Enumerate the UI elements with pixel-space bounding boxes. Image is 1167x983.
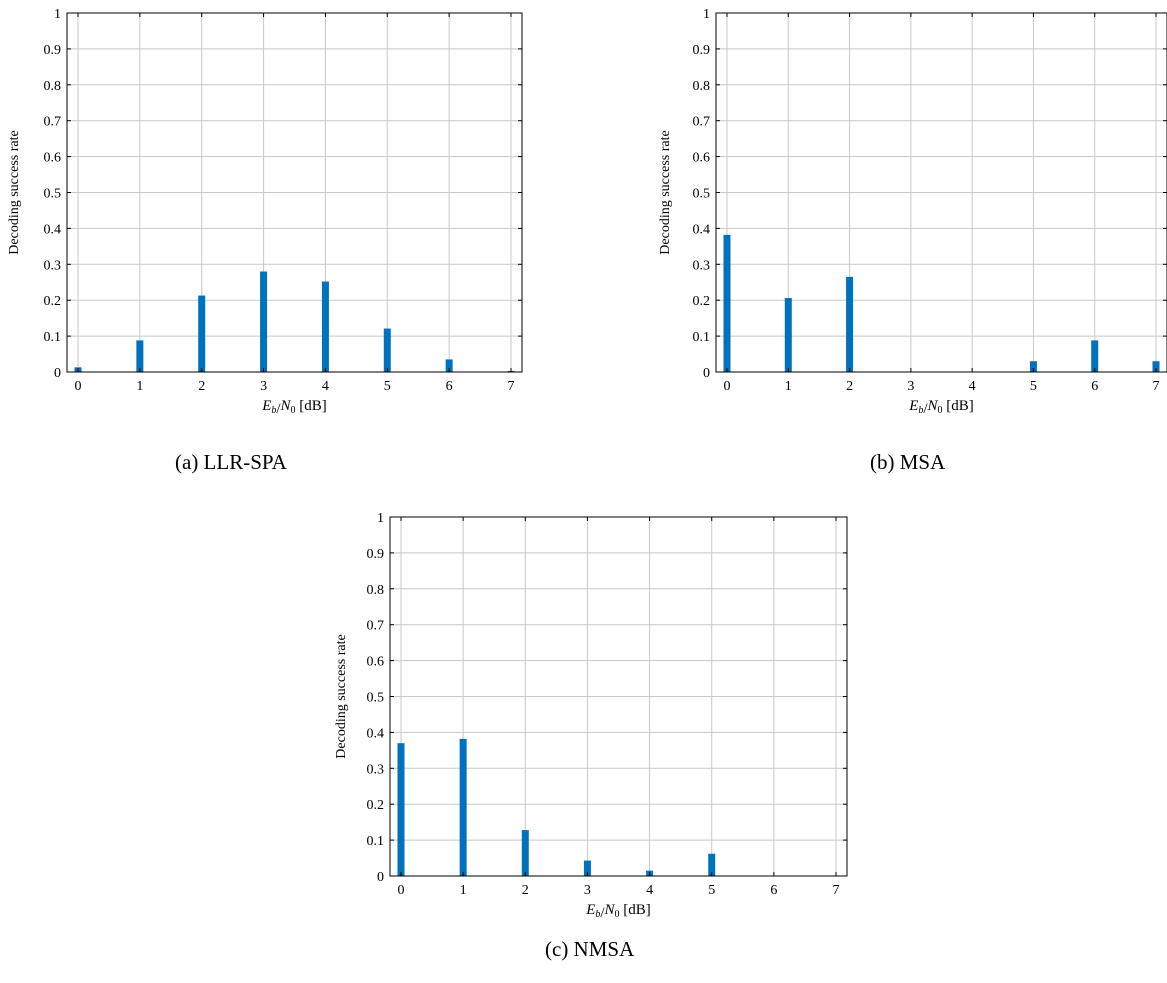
x-tick-label: 6 bbox=[770, 883, 777, 898]
y-tick-label: 0.1 bbox=[367, 834, 385, 849]
bar bbox=[583, 860, 591, 876]
bar bbox=[321, 281, 329, 372]
x-tick-label: 0 bbox=[398, 883, 405, 898]
x-tick-label: 2 bbox=[846, 379, 853, 394]
bar bbox=[260, 271, 268, 372]
x-tick-label: 1 bbox=[136, 379, 143, 394]
x-tick-label: 5 bbox=[1030, 379, 1037, 394]
x-tick-label: 7 bbox=[1153, 379, 1160, 394]
y-tick-label: 0.2 bbox=[44, 294, 62, 309]
y-tick-label: 0 bbox=[54, 366, 61, 381]
y-tick-label: 0.9 bbox=[693, 43, 711, 58]
bar bbox=[198, 295, 206, 372]
y-tick-label: 0 bbox=[703, 366, 710, 381]
bar bbox=[1091, 340, 1099, 372]
y-tick-label: 0 bbox=[377, 870, 384, 885]
x-tick-label: 4 bbox=[322, 379, 329, 394]
y-tick-label: 0.8 bbox=[693, 79, 711, 94]
bar bbox=[1152, 361, 1160, 372]
bar bbox=[723, 234, 731, 372]
y-axis-label: Decoding success rate bbox=[658, 130, 673, 254]
caption-a: (a) LLR-SPA bbox=[175, 450, 287, 474]
x-tick-label: 5 bbox=[708, 883, 715, 898]
bar bbox=[445, 359, 453, 372]
y-tick-label: 0.5 bbox=[44, 187, 62, 202]
chart-c: 0 0.1 0.2 0.3 0.4 0.5 0.6 0.7 0.8 0.9 1 0 1 2 3 4 5 6 7 Dec… bbox=[334, 511, 848, 921]
y-tick-label: 0.9 bbox=[44, 43, 62, 58]
x-tick-label: 3 bbox=[260, 379, 267, 394]
bar bbox=[784, 298, 792, 372]
x-tick-label: 0 bbox=[75, 379, 82, 394]
x-axis-label: Eb/N0 [dB] bbox=[261, 398, 327, 417]
y-tick-label: 0.6 bbox=[693, 151, 711, 166]
y-tick-label: 0.3 bbox=[693, 258, 711, 273]
y-tick-label: 0.2 bbox=[367, 798, 385, 813]
x-tick-label: 7 bbox=[833, 883, 840, 898]
chart-b: 0 0.1 0.2 0.3 0.4 0.5 0.6 0.7 0.8 0.9 1 0 1 2 3 4 5 6 7 Dec… bbox=[658, 7, 1167, 417]
y-tick-label: 0.5 bbox=[367, 691, 385, 706]
y-tick-label: 0.4 bbox=[367, 726, 385, 741]
y-tick-label: 1 bbox=[54, 7, 61, 22]
y-tick-label: 0.6 bbox=[44, 151, 62, 166]
y-tick-label: 1 bbox=[703, 7, 710, 22]
x-tick-label: 1 bbox=[460, 883, 467, 898]
x-tick-label: 7 bbox=[508, 379, 515, 394]
x-axis-label: Eb/N0 [dB] bbox=[908, 398, 974, 417]
y-tick-label: 0.6 bbox=[367, 655, 385, 670]
y-tick-label: 0.8 bbox=[44, 79, 62, 94]
y-tick-label: 0.1 bbox=[44, 330, 62, 345]
x-tick-label: 3 bbox=[584, 883, 591, 898]
y-tick-label: 0.7 bbox=[693, 115, 711, 130]
caption-c: (c) NMSA bbox=[545, 937, 635, 961]
y-tick-label: 1 bbox=[377, 511, 384, 526]
x-tick-label: 6 bbox=[1091, 379, 1098, 394]
y-tick-label: 0.8 bbox=[367, 583, 385, 598]
y-tick-label: 0.5 bbox=[693, 187, 711, 202]
bar bbox=[846, 276, 854, 372]
y-tick-label: 0.1 bbox=[693, 330, 711, 345]
x-axis-label: Eb/N0 [dB] bbox=[585, 902, 651, 921]
x-tick-label: 4 bbox=[969, 379, 976, 394]
x-tick-label: 6 bbox=[446, 379, 453, 394]
y-tick-label: 0.4 bbox=[693, 222, 711, 237]
y-tick-label: 0.3 bbox=[44, 258, 62, 273]
bar bbox=[708, 853, 716, 876]
bar bbox=[136, 340, 144, 372]
y-tick-label: 0.3 bbox=[367, 762, 385, 777]
y-tick-label: 0.9 bbox=[367, 547, 385, 562]
chart-a: 0 0.1 0.2 0.3 0.4 0.5 0.6 0.7 0.8 0.9 1 0 1 2 3 4 5 6 7 Dec… bbox=[7, 7, 523, 417]
x-tick-label: 1 bbox=[785, 379, 792, 394]
y-tick-label: 0.7 bbox=[367, 619, 385, 634]
bar bbox=[1029, 361, 1037, 372]
y-axis-label: Decoding success rate bbox=[334, 634, 349, 758]
x-tick-label: 2 bbox=[522, 883, 529, 898]
x-tick-label: 2 bbox=[198, 379, 205, 394]
x-tick-label: 3 bbox=[907, 379, 914, 394]
bar bbox=[459, 738, 467, 876]
x-tick-label: 5 bbox=[384, 379, 391, 394]
y-tick-label: 0.2 bbox=[693, 294, 711, 309]
y-tick-label: 0.7 bbox=[44, 115, 62, 130]
caption-b: (b) MSA bbox=[870, 450, 946, 474]
y-axis-label: Decoding success rate bbox=[7, 130, 22, 254]
bar bbox=[521, 830, 529, 876]
bar bbox=[397, 743, 405, 876]
x-tick-label: 4 bbox=[646, 883, 653, 898]
bar bbox=[383, 328, 391, 372]
y-tick-label: 0.4 bbox=[44, 222, 62, 237]
x-tick-label: 0 bbox=[724, 379, 731, 394]
